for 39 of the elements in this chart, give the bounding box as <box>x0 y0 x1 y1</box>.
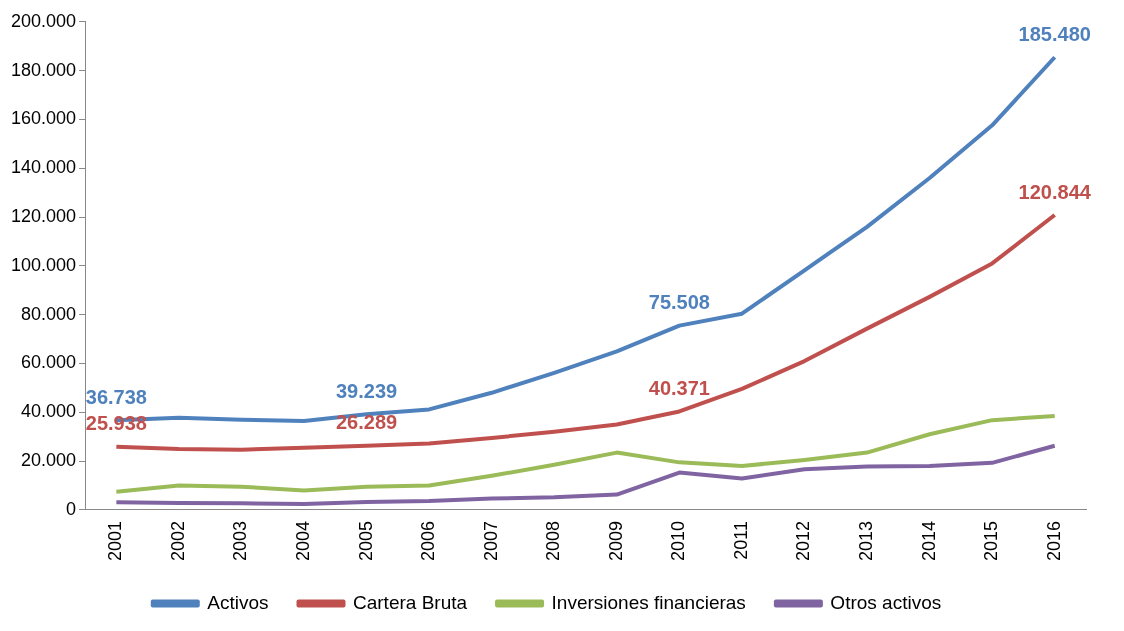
data-label: 40.371 <box>648 376 710 399</box>
y-tick-label: 160.000 <box>10 108 77 129</box>
x-tick-label: 2010 <box>668 520 689 561</box>
legend-label: Cartera Bruta <box>353 591 468 613</box>
data-label: 26.289 <box>335 411 398 434</box>
y-tick-label: 180.000 <box>10 59 77 80</box>
x-tick-label: 2006 <box>418 520 439 561</box>
y-tick-label: 140.000 <box>10 157 77 178</box>
x-tick-label: 2007 <box>480 520 501 561</box>
x-tick-label: 2015 <box>981 520 1002 561</box>
data-label: 36.738 <box>85 385 147 408</box>
x-tick-label: 2008 <box>543 520 564 561</box>
x-tick-label: 2016 <box>1043 520 1064 561</box>
y-tick-label: 100.000 <box>10 254 77 275</box>
x-tick-label: 2001 <box>105 520 126 561</box>
legend-label: Inversiones financieras <box>551 591 746 613</box>
y-tick-label: 40.000 <box>21 401 77 422</box>
y-tick-label: 0 <box>66 498 77 519</box>
x-tick-label: 2004 <box>292 520 313 561</box>
data-label: 75.508 <box>648 291 710 314</box>
y-tick-label: 200.000 <box>10 10 77 31</box>
x-tick-label: 2005 <box>355 520 376 561</box>
x-tick-label: 2011 <box>730 520 751 560</box>
x-tick-label: 2013 <box>856 520 877 561</box>
legend-label: Activos <box>207 591 269 613</box>
data-label: 185.480 <box>1018 22 1091 45</box>
x-tick-label: 2003 <box>230 520 251 561</box>
x-tick-label: 2009 <box>605 520 626 561</box>
y-tick-label: 20.000 <box>21 450 77 471</box>
data-label: 120.844 <box>1018 180 1092 203</box>
y-tick-label: 120.000 <box>10 206 77 227</box>
x-tick-label: 2014 <box>918 520 939 561</box>
legend-label: Otros activos <box>830 591 942 613</box>
y-tick-label: 60.000 <box>21 352 77 373</box>
data-label: 39.239 <box>335 379 398 402</box>
x-tick-label: 2012 <box>793 520 814 561</box>
data-label: 25.938 <box>85 412 147 435</box>
x-tick-label: 2002 <box>167 520 188 561</box>
y-tick-label: 80.000 <box>21 303 77 324</box>
